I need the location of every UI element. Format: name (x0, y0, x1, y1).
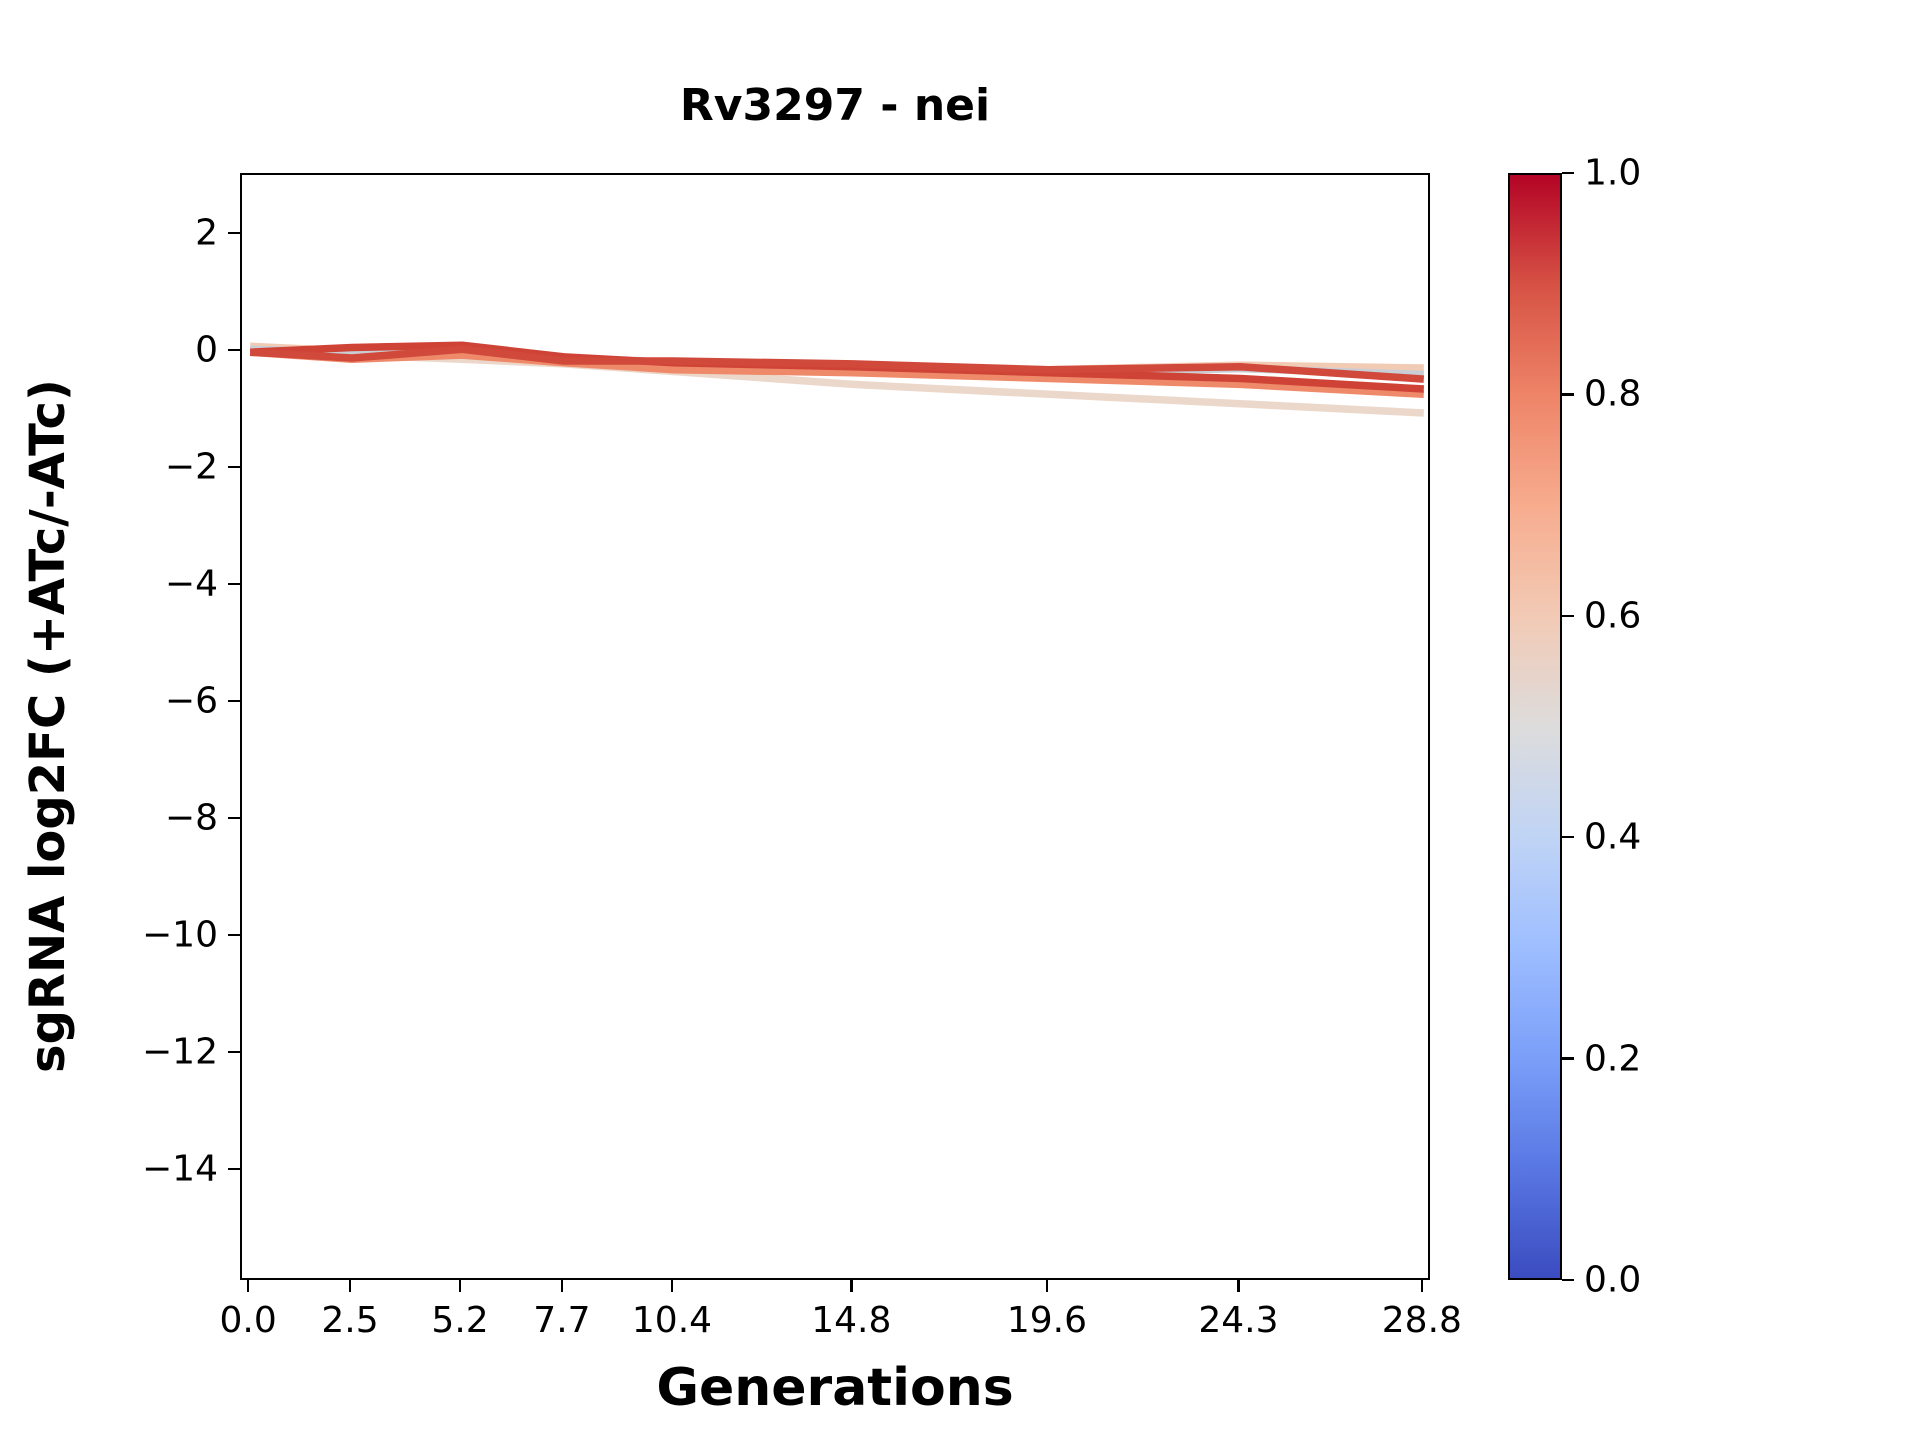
x-tick-mark (1237, 1280, 1240, 1292)
sgrna-trace-6 (249, 345, 1425, 383)
x-tick-label: 14.8 (811, 1300, 892, 1341)
y-tick-label: −6 (164, 680, 218, 722)
y-tick-mark (228, 231, 240, 235)
line-series-svg (249, 341, 1425, 417)
x-tick-mark (348, 1280, 352, 1292)
x-axis-label: Generations (656, 1358, 1014, 1418)
colorbar-tick-mark (1562, 1057, 1574, 1060)
x-tick-label: 0.0 (219, 1300, 277, 1341)
y-tick-mark (228, 933, 240, 937)
y-tick-mark (228, 1167, 240, 1171)
y-tick-mark (228, 816, 240, 820)
colorbar-tick-label: 0.2 (1584, 1038, 1642, 1080)
y-tick-label: 2 (195, 212, 218, 254)
colorbar-tick-mark (1562, 614, 1574, 618)
x-tick-label: 10.4 (631, 1300, 713, 1341)
x-tick-mark (1420, 1280, 1424, 1292)
colorbar-tick-mark (1562, 393, 1574, 396)
colorbar-tick-label: 0.0 (1584, 1259, 1642, 1301)
colorbar-tick-label: 0.4 (1584, 816, 1642, 858)
y-tick-label: −14 (142, 1148, 218, 1190)
colorbar-tick-label: 0.8 (1584, 373, 1642, 415)
x-tick-mark (458, 1280, 462, 1292)
x-tick-mark (670, 1280, 674, 1292)
chart-title: Rv3297 - nei (679, 80, 991, 131)
sgrna-trace-4 (249, 348, 1425, 399)
y-tick-mark (228, 1050, 240, 1054)
x-tick-label: 24.3 (1198, 1300, 1279, 1341)
y-tick-mark (228, 348, 240, 352)
y-tick-mark (228, 699, 240, 703)
colorbar-tick-mark (1562, 171, 1574, 175)
x-tick-mark (850, 1280, 853, 1292)
colorbar-gradient (1508, 173, 1562, 1280)
y-tick-mark (228, 582, 240, 586)
y-tick-label: −10 (142, 914, 218, 956)
x-tick-label: 5.2 (431, 1300, 489, 1341)
x-tick-label: 19.6 (1006, 1300, 1087, 1341)
plot-area (240, 173, 1430, 1280)
y-tick-label: −2 (164, 446, 218, 488)
x-tick-mark (246, 1280, 250, 1292)
y-tick-label: −12 (142, 1031, 218, 1073)
colorbar-tick-mark (1562, 1278, 1574, 1282)
y-tick-label: −4 (164, 563, 218, 605)
x-tick-label: 28.8 (1381, 1300, 1462, 1341)
x-tick-label: 2.5 (321, 1300, 379, 1341)
colorbar-tick-label: 0.6 (1584, 595, 1642, 637)
colorbar-tick-mark (1562, 835, 1574, 839)
x-tick-mark (1045, 1280, 1049, 1292)
y-tick-label: 0 (195, 329, 218, 371)
y-axis-label: sgRNA log2FC (+ATc/-ATc) (20, 379, 76, 1073)
colorbar-tick-label: 1.0 (1584, 152, 1642, 194)
x-tick-label: 7.7 (533, 1300, 591, 1341)
x-tick-mark (560, 1280, 564, 1292)
y-tick-mark (228, 465, 240, 469)
y-tick-label: −8 (164, 797, 218, 839)
